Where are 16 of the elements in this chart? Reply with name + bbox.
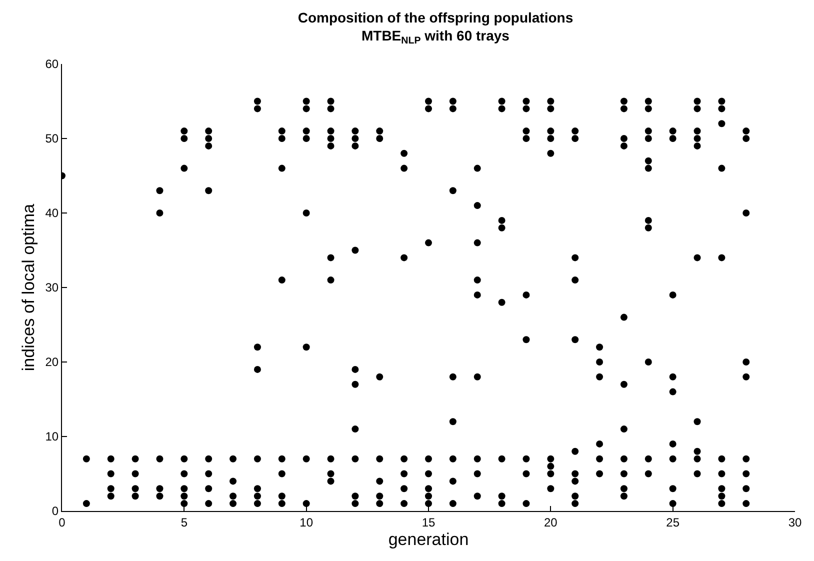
y-tick-label: 60 (45, 57, 59, 72)
x-tick-label: 5 (180, 515, 188, 530)
y-tick-label: 20 (45, 355, 59, 370)
y-tick-label: 0 (52, 504, 59, 518)
x-tick-label: 25 (666, 515, 680, 530)
x-tick-label: 20 (544, 515, 558, 530)
y-tick-label: 30 (45, 280, 59, 295)
y-tick-label: 50 (45, 132, 59, 146)
x-tick-label: 15 (422, 515, 436, 530)
y-tick-label: 40 (45, 206, 59, 220)
x-tick-label: 30 (788, 515, 802, 530)
x-axis-title: generation (388, 530, 469, 549)
y-axis-title: indices of local optima (18, 203, 38, 372)
chart-title: Composition of the offspring populations MTBE$_{NLP}$ with 60 trays (298, 9, 574, 47)
x-tick-label: 10 (300, 515, 314, 530)
y-tick-label: 10 (45, 430, 59, 444)
